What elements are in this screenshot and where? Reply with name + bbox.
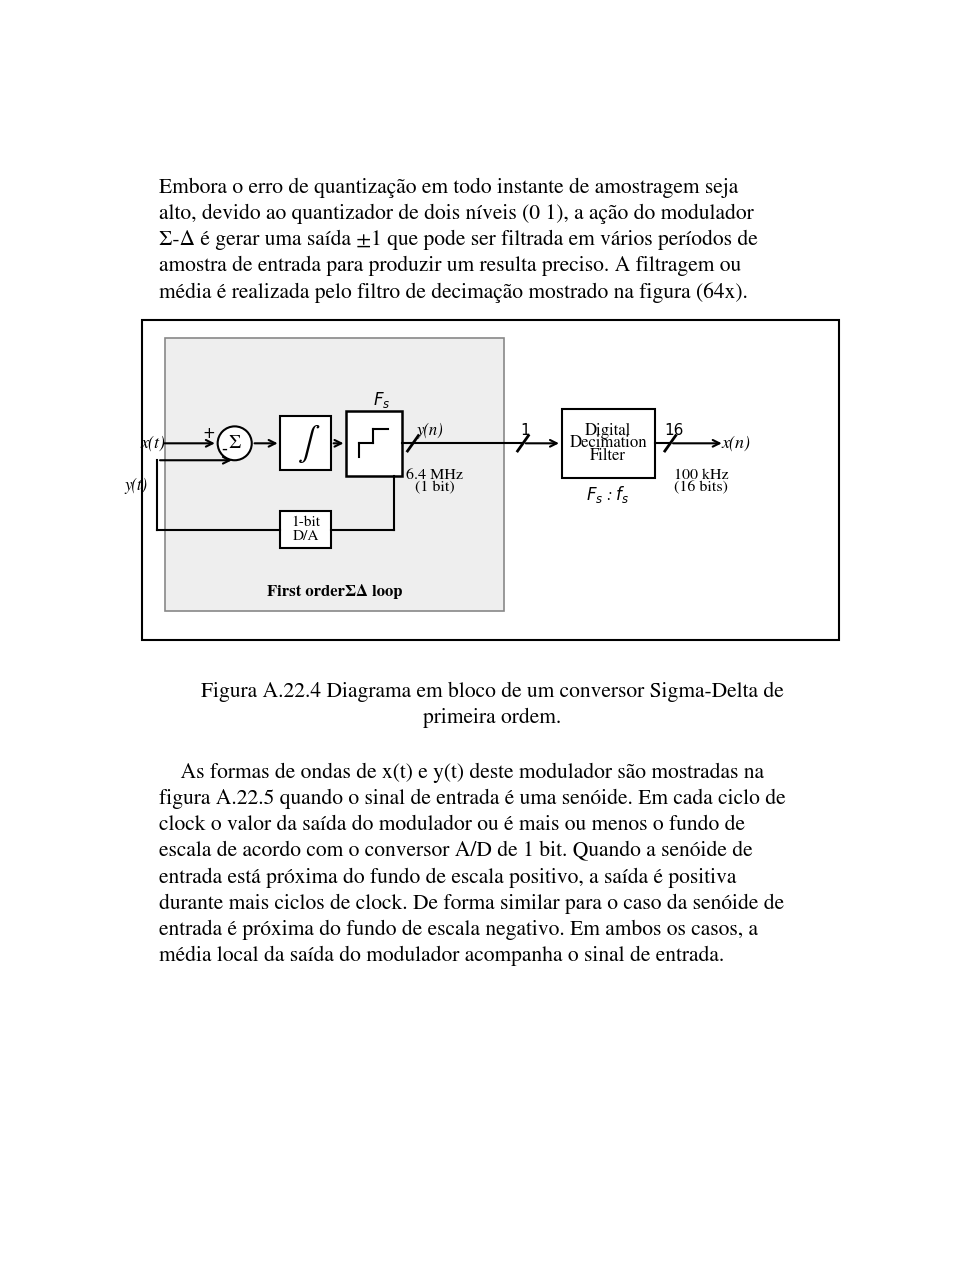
Text: entrada é próxima do fundo de escala negativo. Em ambos os casos, a: entrada é próxima do fundo de escala neg… [158,920,757,940]
Bar [280,416,331,470]
Text: Σ-Δ é gerar uma saída ±1 que pode ser filtrada em vários períodos de: Σ-Δ é gerar uma saída ±1 que pode ser fi… [158,231,757,250]
Text: escala de acordo com o conversor A/D de 1 bit. Quando a senóide de: escala de acordo com o conversor A/D de … [158,841,753,862]
Text: x(n): x(n) [722,435,751,452]
Text: média é realizada pelo filtro de decimação mostrado na figura (64x).: média é realizada pelo filtro de decimaç… [158,282,748,303]
Text: x(t): x(t) [140,435,165,452]
Text: primeira ordem.: primeira ordem. [422,708,562,729]
Text: y(t): y(t) [125,478,148,495]
Text: ∫: ∫ [298,425,313,464]
Text: 1-bit: 1-bit [291,516,320,529]
Text: alto, devido ao quantizador de dois níveis (0 1), a ação do modulador: alto, devido ao quantizador de dois níve… [158,204,754,224]
Text: 6.4 MHz: 6.4 MHz [406,469,463,482]
Text: amostra de entrada para produzir um resulta preciso. A filtragem ou: amostra de entrada para produzir um resu… [158,256,741,277]
Text: $F_s$: $F_s$ [373,390,391,410]
Text: D/A: D/A [293,529,319,544]
Text: First orderΣΔ loop: First orderΣΔ loop [267,585,402,599]
Text: 100 kHz: 100 kHz [674,469,729,482]
Text: (1 bit): (1 bit) [415,482,454,495]
Text: +: + [202,426,215,440]
Bar [347,411,402,475]
Text: entrada está próxima do fundo de escala positivo, a saída é positiva: entrada está próxima do fundo de escala … [158,868,736,887]
Text: Decimation: Decimation [569,435,647,451]
Text: 16: 16 [664,422,684,438]
Text: y(n): y(n) [417,422,444,439]
Text: média local da saída do modulador acompanha o sinal de entrada.: média local da saída do modulador acompa… [158,947,724,966]
Text: (16 bits): (16 bits) [674,482,729,495]
Bar [165,337,504,612]
Text: -: - [222,439,228,457]
Text: durante mais ciclos de clock. De forma similar para o caso da senóide de: durante mais ciclos de clock. De forma s… [158,894,784,914]
Bar [142,321,839,640]
Text: Figura A.22.4 Diagrama em bloco de um conversor Sigma-Delta de: Figura A.22.4 Diagrama em bloco de um co… [201,683,783,702]
Text: $F_s$ : $f_s$: $F_s$ : $f_s$ [587,484,630,505]
Text: Filter: Filter [590,448,626,464]
Text: As formas de ondas de x(t) e y(t) deste modulador são mostradas na: As formas de ondas de x(t) e y(t) deste … [158,762,764,783]
Text: clock o valor da saída do modulador ou é mais ou menos o fundo de: clock o valor da saída do modulador ou é… [158,815,745,835]
Text: Σ: Σ [228,435,241,452]
Text: figura A.22.5 quando o sinal de entrada é uma senóide. Em cada ciclo de: figura A.22.5 quando o sinal de entrada … [158,790,785,809]
Bar [562,408,655,478]
Circle shape [218,426,252,460]
Text: 1: 1 [520,422,530,438]
Bar [280,511,331,547]
Text: Digital: Digital [586,422,632,439]
Text: Embora o erro de quantização em todo instante de amostragem seja: Embora o erro de quantização em todo ins… [158,178,738,198]
